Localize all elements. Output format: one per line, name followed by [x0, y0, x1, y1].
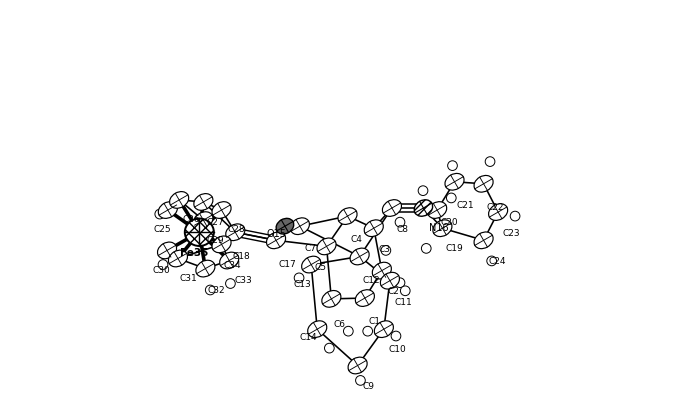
Text: N16: N16: [429, 223, 448, 233]
Circle shape: [391, 331, 401, 341]
Ellipse shape: [196, 260, 215, 277]
Circle shape: [363, 326, 372, 336]
Ellipse shape: [445, 173, 464, 190]
Circle shape: [485, 157, 495, 166]
Circle shape: [294, 273, 304, 283]
Ellipse shape: [212, 202, 231, 218]
Text: C13: C13: [294, 280, 312, 289]
Circle shape: [205, 285, 215, 295]
Ellipse shape: [220, 252, 239, 269]
Text: C25: C25: [153, 225, 171, 234]
Circle shape: [422, 243, 431, 253]
Text: C21: C21: [457, 201, 475, 210]
Circle shape: [487, 256, 497, 266]
Circle shape: [155, 209, 164, 219]
Text: C18: C18: [232, 253, 249, 262]
Ellipse shape: [428, 202, 446, 218]
Text: C10: C10: [389, 345, 406, 354]
Circle shape: [448, 161, 457, 171]
Text: C29: C29: [207, 236, 225, 245]
Ellipse shape: [350, 248, 369, 265]
Ellipse shape: [194, 212, 213, 229]
Text: C6: C6: [334, 320, 346, 329]
Circle shape: [395, 278, 405, 288]
Ellipse shape: [317, 238, 336, 255]
Circle shape: [446, 193, 456, 203]
Text: C32: C32: [207, 286, 225, 295]
Ellipse shape: [382, 200, 401, 216]
Text: C7: C7: [305, 244, 316, 253]
Text: C31: C31: [180, 274, 198, 283]
Text: C5: C5: [314, 263, 326, 272]
Text: C30: C30: [153, 266, 171, 275]
Ellipse shape: [414, 200, 433, 216]
Ellipse shape: [307, 321, 327, 337]
Circle shape: [381, 246, 390, 255]
Circle shape: [325, 343, 334, 353]
Circle shape: [343, 326, 353, 336]
Text: C22: C22: [486, 203, 504, 212]
Text: C27: C27: [207, 218, 225, 227]
Text: C20: C20: [440, 218, 458, 227]
Text: C23: C23: [502, 229, 520, 238]
Text: C2: C2: [388, 287, 399, 296]
Text: C17: C17: [278, 260, 296, 269]
Text: C9: C9: [363, 382, 375, 391]
Circle shape: [418, 186, 428, 196]
Ellipse shape: [184, 218, 214, 246]
Circle shape: [400, 286, 410, 296]
Ellipse shape: [474, 176, 493, 192]
Ellipse shape: [338, 208, 357, 225]
Text: O15: O15: [267, 229, 287, 239]
Ellipse shape: [267, 232, 285, 249]
Ellipse shape: [194, 194, 213, 210]
Ellipse shape: [276, 218, 294, 234]
Ellipse shape: [302, 256, 321, 273]
Text: C12: C12: [363, 276, 381, 285]
Ellipse shape: [348, 357, 367, 374]
Ellipse shape: [290, 218, 310, 234]
Ellipse shape: [474, 232, 493, 249]
Text: C14: C14: [299, 333, 316, 342]
Text: C8: C8: [397, 225, 409, 234]
Text: C3: C3: [379, 245, 390, 254]
Ellipse shape: [212, 236, 231, 253]
Ellipse shape: [375, 321, 393, 337]
Circle shape: [395, 217, 405, 227]
Ellipse shape: [380, 272, 399, 289]
Ellipse shape: [355, 290, 375, 307]
Text: C1: C1: [368, 317, 380, 326]
Text: C34: C34: [223, 261, 240, 270]
Text: C26: C26: [182, 215, 200, 224]
Ellipse shape: [169, 192, 189, 208]
Circle shape: [356, 376, 366, 385]
Text: C19: C19: [446, 244, 464, 253]
Ellipse shape: [226, 224, 245, 241]
Ellipse shape: [364, 220, 384, 236]
Ellipse shape: [372, 262, 391, 279]
Ellipse shape: [158, 242, 177, 259]
Circle shape: [225, 279, 235, 288]
Text: C28: C28: [227, 225, 245, 234]
Text: C11: C11: [395, 297, 413, 307]
Ellipse shape: [158, 202, 178, 218]
Circle shape: [158, 260, 168, 269]
Text: C4: C4: [351, 236, 363, 244]
Text: C33: C33: [234, 276, 252, 285]
Ellipse shape: [322, 290, 341, 307]
Ellipse shape: [489, 204, 508, 220]
Text: C24: C24: [489, 257, 506, 266]
Ellipse shape: [169, 250, 187, 267]
Ellipse shape: [433, 220, 452, 236]
Text: Fe35: Fe35: [180, 248, 208, 258]
Circle shape: [510, 211, 520, 221]
